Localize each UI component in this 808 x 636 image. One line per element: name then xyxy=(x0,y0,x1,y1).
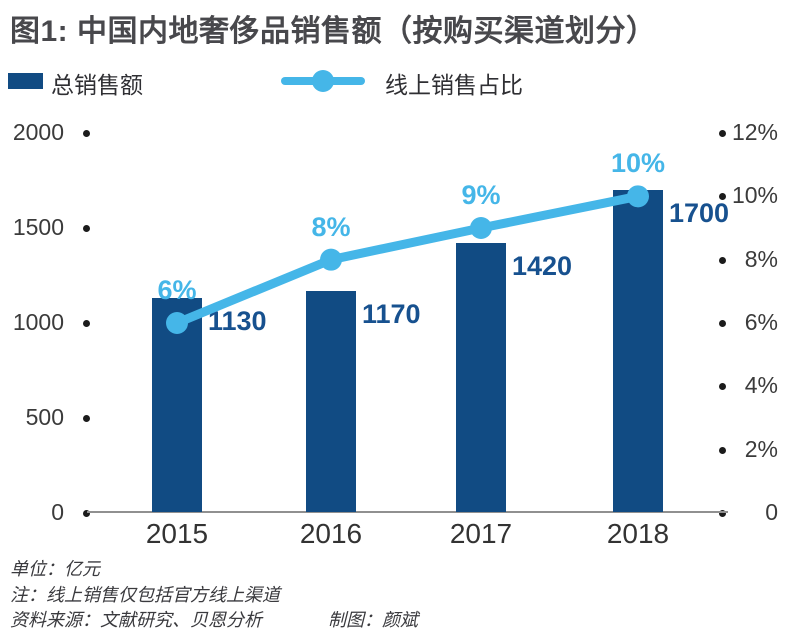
line-percent-label: 9% xyxy=(461,180,501,210)
left-axis-tick-dot xyxy=(83,130,90,137)
right-axis-tick-label: 2% xyxy=(744,435,778,462)
right-axis-tick-label: 8% xyxy=(744,245,778,272)
line-path xyxy=(172,191,643,328)
bar-value-label: 1170 xyxy=(362,298,421,329)
bar-value-label: 1420 xyxy=(512,251,573,282)
left-axis-tick-label: 0 xyxy=(51,499,64,525)
left-axis-tick-dot xyxy=(83,415,90,422)
left-axis-tick-label: 500 xyxy=(25,404,64,430)
right-axis-tick-dot xyxy=(719,320,726,327)
legend-line-swatch xyxy=(281,70,365,92)
legend-bar-label: 总销售额 xyxy=(51,72,143,98)
legend-line-marker-icon xyxy=(312,70,334,92)
left-axis-tick-dot xyxy=(83,225,90,232)
line-marker-icon xyxy=(627,185,649,208)
line-percent-label: 10% xyxy=(610,148,666,179)
sales-bar xyxy=(613,190,663,512)
x-axis-category-label: 2017 xyxy=(449,518,513,549)
bar-value-label: 1700 xyxy=(669,198,730,228)
right-axis-tick-dot xyxy=(719,510,726,517)
right-axis-tick-dot xyxy=(719,130,726,137)
line-percent-label: 8% xyxy=(311,211,351,242)
line-percent-label: 6% xyxy=(157,275,197,305)
x-axis-category-label: 2016 xyxy=(299,518,363,549)
x-axis-line xyxy=(87,511,728,513)
footer-source-text: 资料来源：文献研究、贝恩分析 xyxy=(10,610,262,630)
right-axis-tick-label: 0 xyxy=(765,499,778,525)
footer-credit: 制图：颜斌 xyxy=(328,610,418,630)
line-marker-icon xyxy=(320,248,342,271)
right-axis-tick-label: 10% xyxy=(731,182,778,209)
left-axis-tick-label: 1000 xyxy=(12,309,64,335)
x-axis-category-label: 2015 xyxy=(145,518,209,549)
line-marker-icon xyxy=(166,312,188,334)
left-axis-tick-dot xyxy=(83,510,90,517)
figure-title: 图1: 中国内地奢侈品销售额（按购买渠道划分） xyxy=(10,15,657,48)
footer-note: 注：线上销售仅包括官方线上渠道 xyxy=(10,585,280,605)
legend-bar-swatch xyxy=(8,73,43,89)
right-axis-tick-dot xyxy=(719,256,726,264)
footer-unit: 单位：亿元 xyxy=(10,559,100,579)
sales-bar xyxy=(456,243,506,512)
left-axis-tick-label: 1500 xyxy=(12,214,64,240)
sales-bar xyxy=(306,290,356,512)
right-axis-tick-label: 6% xyxy=(744,309,778,335)
legend: 总销售额 线上销售占比 xyxy=(0,62,808,98)
right-axis-tick-label: 4% xyxy=(744,372,778,399)
legend-line-label: 线上销售占比 xyxy=(385,72,523,98)
right-axis-tick-dot xyxy=(719,383,726,391)
left-axis-tick-dot xyxy=(83,320,90,327)
bar-value-label: 1130 xyxy=(208,306,267,337)
left-axis-tick-label: 2000 xyxy=(12,119,64,145)
x-axis-category-label: 2018 xyxy=(606,518,670,549)
footer-source: 资料来源：文献研究、贝恩分析 制图：颜斌 xyxy=(10,606,418,632)
right-axis-tick-label: 12% xyxy=(731,119,778,145)
right-axis-tick-dot xyxy=(719,446,726,454)
line-marker-icon xyxy=(470,217,492,239)
right-axis-tick-dot xyxy=(719,193,726,201)
